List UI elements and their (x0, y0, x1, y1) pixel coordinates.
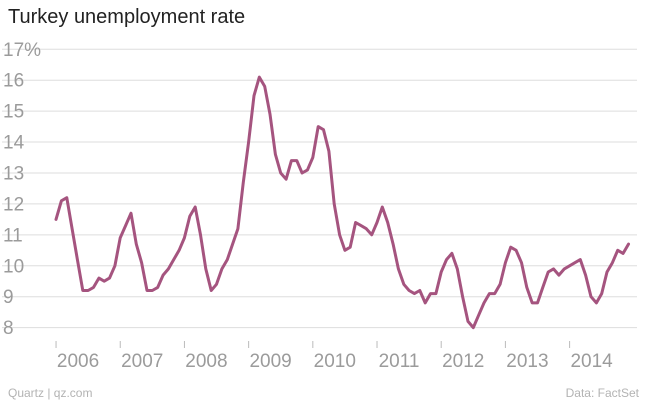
y-tick-label-9: 9 (3, 287, 14, 308)
x-tick-label-2014: 2014 (570, 351, 613, 372)
x-tick-label-2006: 2006 (57, 351, 99, 372)
x-tick-label-2008: 2008 (185, 351, 227, 372)
series-group (54, 75, 630, 330)
y-tick-label-15: 15 (3, 102, 24, 123)
y-tick-label-16: 16 (3, 71, 24, 92)
series-line-0 (54, 75, 630, 330)
y-tick-label-14: 14 (3, 133, 25, 154)
y-tick-label-8: 8 (3, 318, 14, 339)
x-axis-ticks (55, 341, 571, 348)
chart-title: Turkey unemployment rate (8, 6, 246, 28)
x-tick-label-2007: 2007 (121, 351, 163, 372)
y-tick-label-11: 11 (3, 225, 23, 246)
y-tick-label-10: 10 (3, 256, 24, 277)
x-tick-label-2012: 2012 (442, 351, 484, 372)
y-tick-label-17: 17% (3, 40, 41, 61)
y-axis-labels: 8 9 10 11 12 13 14 15 16 17% (3, 40, 41, 339)
y-tick-label-12: 12 (3, 194, 24, 215)
x-tick-label-2010: 2010 (314, 351, 356, 372)
x-tick-label-2011: 2011 (379, 351, 420, 372)
x-axis-labels: 2006 2007 2008 2009 2010 2011 2012 2013 2014 (57, 351, 613, 372)
x-tick-label-2009: 2009 (249, 351, 291, 372)
source-credit: Quartz | qz.com (8, 386, 93, 400)
x-tick-label-2013: 2013 (506, 351, 548, 372)
data-source: Data: FactSet (565, 386, 639, 400)
gridlines (2, 48, 637, 329)
y-tick-label-13: 13 (3, 163, 24, 184)
